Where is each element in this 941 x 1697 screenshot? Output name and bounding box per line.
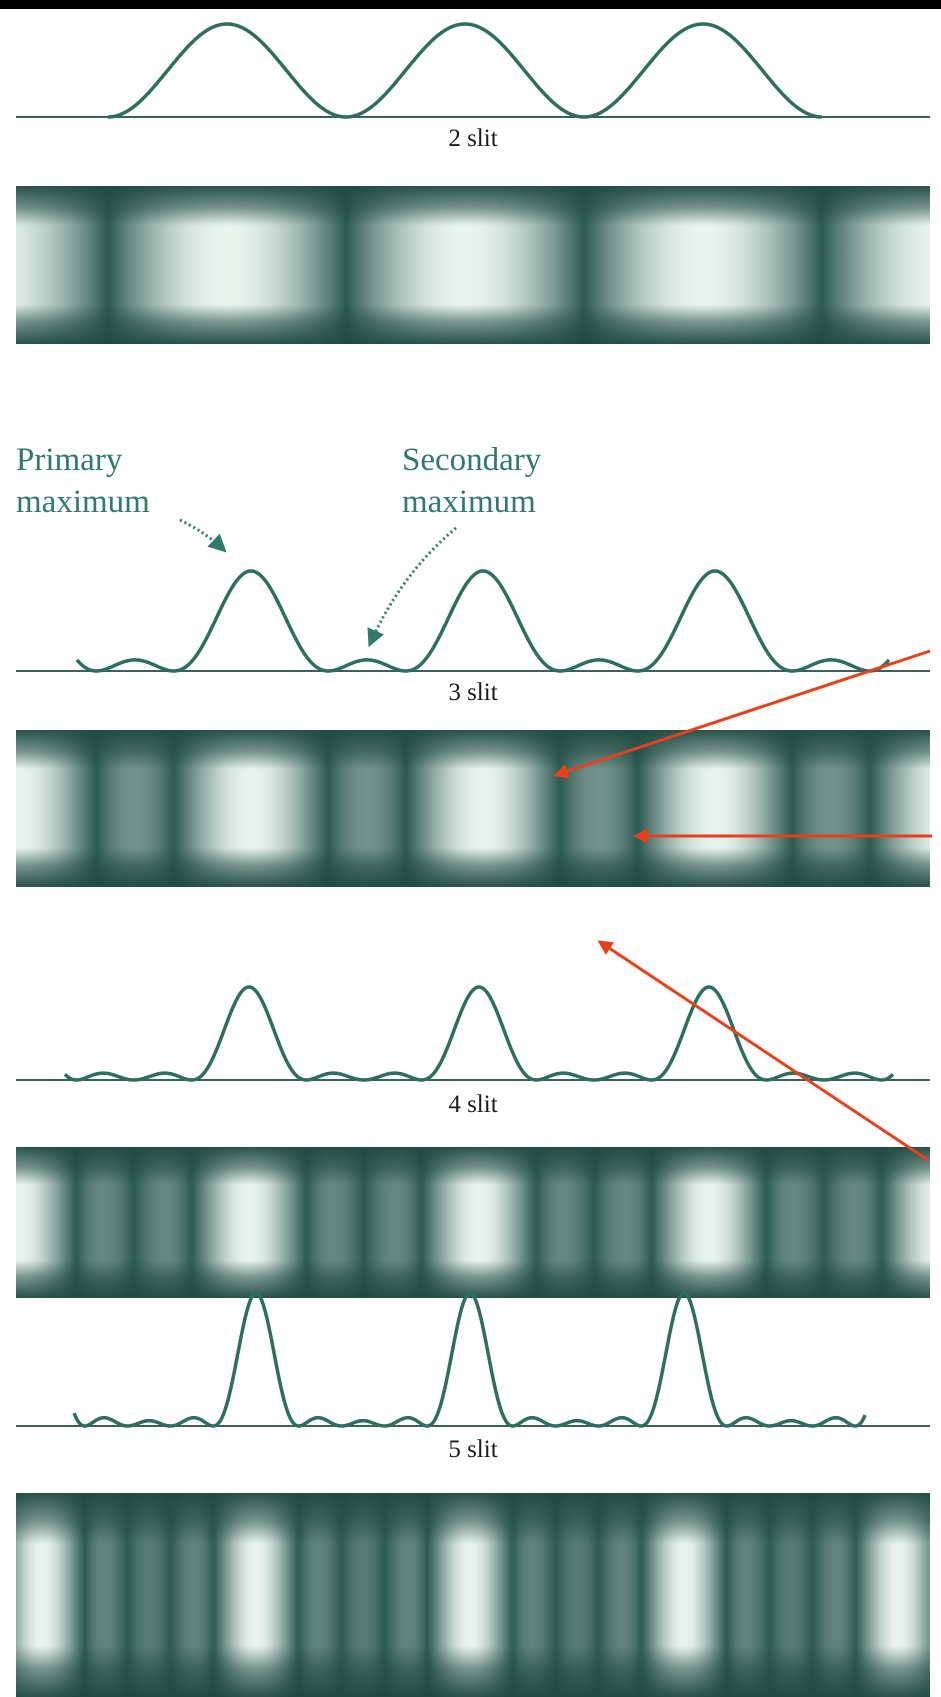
slit-label: 2 slit bbox=[448, 125, 497, 152]
fringe-shade bbox=[16, 1493, 930, 1697]
fringe-shade bbox=[16, 1147, 930, 1298]
annotation-primary-line1: Primary bbox=[16, 442, 123, 478]
fringe-shade bbox=[16, 730, 930, 887]
intensity-curve bbox=[77, 571, 889, 671]
annotation-secondary-line2: maximum bbox=[402, 484, 536, 520]
intensity-curve bbox=[65, 987, 893, 1080]
slit-label: 3 slit bbox=[448, 679, 497, 706]
diagram: Primary maximum Secondary maximum 2 slit… bbox=[0, 0, 941, 1697]
dotted-arrow bbox=[180, 520, 224, 550]
intensity-curve bbox=[74, 1293, 865, 1426]
fringe-shade bbox=[16, 186, 930, 344]
red-arrow bbox=[600, 942, 928, 1160]
panels: 2 slit 3 slit 4 slit 5 slit bbox=[16, 24, 930, 1697]
annotation-secondary-line1: Secondary bbox=[402, 442, 542, 478]
page: {"panels": [ {"label": "2 slit"}, {"labe… bbox=[0, 0, 941, 1697]
intensity-curve bbox=[108, 24, 822, 117]
slit-label: 5 slit bbox=[448, 1436, 497, 1463]
top-band bbox=[0, 0, 941, 9]
slit-label: 4 slit bbox=[448, 1091, 497, 1118]
annotation-primary-line2: maximum bbox=[16, 484, 150, 520]
body: Primary maximum Secondary maximum 2 slit… bbox=[0, 0, 941, 1697]
